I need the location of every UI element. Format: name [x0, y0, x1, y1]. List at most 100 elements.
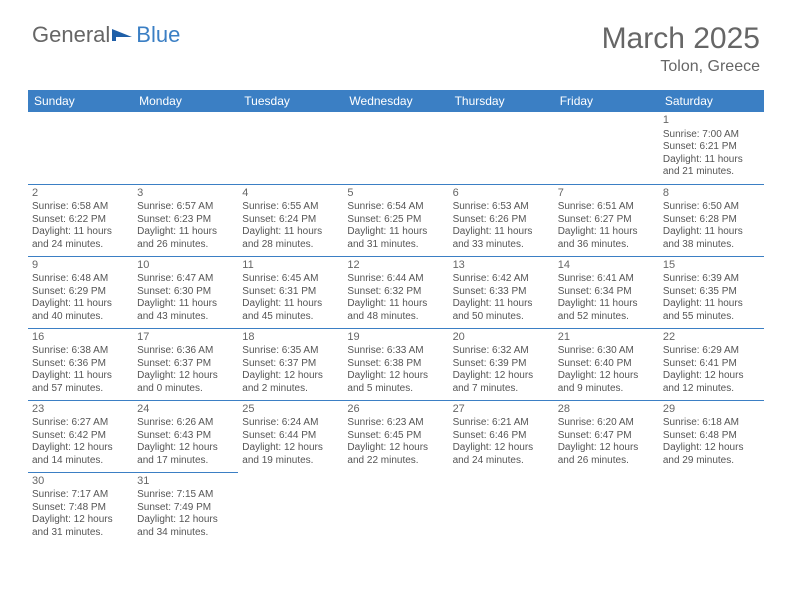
calendar-empty-cell	[554, 472, 659, 544]
weekday-header: Sunday	[28, 90, 133, 112]
day-number: 28	[558, 403, 655, 417]
day-number: 17	[137, 331, 234, 345]
sunset-text: Sunset: 7:48 PM	[32, 502, 129, 515]
calendar-week-row: 30Sunrise: 7:17 AMSunset: 7:48 PMDayligh…	[28, 472, 764, 544]
sunrise-text: Sunrise: 6:38 AM	[32, 345, 129, 358]
sunrise-text: Sunrise: 6:44 AM	[347, 273, 444, 286]
daylight-text: Daylight: 12 hours and 2 minutes.	[242, 370, 339, 395]
calendar-empty-cell	[343, 472, 448, 544]
daylight-text: Daylight: 12 hours and 17 minutes.	[137, 442, 234, 467]
weekday-header: Wednesday	[343, 90, 448, 112]
sunrise-text: Sunrise: 6:45 AM	[242, 273, 339, 286]
calendar-day-cell: 27Sunrise: 6:21 AMSunset: 6:46 PMDayligh…	[449, 400, 554, 472]
daylight-text: Daylight: 11 hours and 48 minutes.	[347, 298, 444, 323]
day-number: 27	[453, 403, 550, 417]
daylight-text: Daylight: 11 hours and 43 minutes.	[137, 298, 234, 323]
daylight-text: Daylight: 12 hours and 7 minutes.	[453, 370, 550, 395]
calendar-body: 1Sunrise: 7:00 AMSunset: 6:21 PMDaylight…	[28, 112, 764, 544]
sunset-text: Sunset: 6:40 PM	[558, 358, 655, 371]
calendar-day-cell: 2Sunrise: 6:58 AMSunset: 6:22 PMDaylight…	[28, 184, 133, 256]
calendar-empty-cell	[28, 112, 133, 184]
calendar-head: SundayMondayTuesdayWednesdayThursdayFrid…	[28, 90, 764, 112]
day-number: 11	[242, 259, 339, 273]
calendar-day-cell: 26Sunrise: 6:23 AMSunset: 6:45 PMDayligh…	[343, 400, 448, 472]
day-number: 21	[558, 331, 655, 345]
sunrise-text: Sunrise: 6:57 AM	[137, 201, 234, 214]
calendar-day-cell: 3Sunrise: 6:57 AMSunset: 6:23 PMDaylight…	[133, 184, 238, 256]
calendar-day-cell: 8Sunrise: 6:50 AMSunset: 6:28 PMDaylight…	[659, 184, 764, 256]
day-number: 25	[242, 403, 339, 417]
sunset-text: Sunset: 6:25 PM	[347, 214, 444, 227]
daylight-text: Daylight: 11 hours and 26 minutes.	[137, 226, 234, 251]
sunrise-text: Sunrise: 6:23 AM	[347, 417, 444, 430]
sunset-text: Sunset: 6:33 PM	[453, 286, 550, 299]
sunset-text: Sunset: 6:31 PM	[242, 286, 339, 299]
calendar-day-cell: 1Sunrise: 7:00 AMSunset: 6:21 PMDaylight…	[659, 112, 764, 184]
brand-text-2: Blue	[136, 22, 180, 48]
daylight-text: Daylight: 11 hours and 36 minutes.	[558, 226, 655, 251]
brand-text-1: General	[32, 22, 110, 48]
sunset-text: Sunset: 6:26 PM	[453, 214, 550, 227]
sunset-text: Sunset: 6:47 PM	[558, 430, 655, 443]
calendar-day-cell: 21Sunrise: 6:30 AMSunset: 6:40 PMDayligh…	[554, 328, 659, 400]
sunrise-text: Sunrise: 7:17 AM	[32, 489, 129, 502]
day-number: 16	[32, 331, 129, 345]
calendar-table: SundayMondayTuesdayWednesdayThursdayFrid…	[28, 90, 764, 544]
sunset-text: Sunset: 6:45 PM	[347, 430, 444, 443]
calendar-day-cell: 18Sunrise: 6:35 AMSunset: 6:37 PMDayligh…	[238, 328, 343, 400]
day-number: 10	[137, 259, 234, 273]
calendar-day-cell: 17Sunrise: 6:36 AMSunset: 6:37 PMDayligh…	[133, 328, 238, 400]
weekday-row: SundayMondayTuesdayWednesdayThursdayFrid…	[28, 90, 764, 112]
calendar-week-row: 2Sunrise: 6:58 AMSunset: 6:22 PMDaylight…	[28, 184, 764, 256]
day-number: 22	[663, 331, 760, 345]
daylight-text: Daylight: 11 hours and 55 minutes.	[663, 298, 760, 323]
day-number: 14	[558, 259, 655, 273]
calendar-day-cell: 4Sunrise: 6:55 AMSunset: 6:24 PMDaylight…	[238, 184, 343, 256]
daylight-text: Daylight: 11 hours and 28 minutes.	[242, 226, 339, 251]
calendar-day-cell: 16Sunrise: 6:38 AMSunset: 6:36 PMDayligh…	[28, 328, 133, 400]
calendar-week-row: 23Sunrise: 6:27 AMSunset: 6:42 PMDayligh…	[28, 400, 764, 472]
day-number: 15	[663, 259, 760, 273]
daylight-text: Daylight: 12 hours and 29 minutes.	[663, 442, 760, 467]
sunset-text: Sunset: 6:48 PM	[663, 430, 760, 443]
day-number: 24	[137, 403, 234, 417]
sunset-text: Sunset: 6:23 PM	[137, 214, 234, 227]
day-number: 23	[32, 403, 129, 417]
sunset-text: Sunset: 6:36 PM	[32, 358, 129, 371]
day-number: 4	[242, 187, 339, 201]
location-label: Tolon, Greece	[602, 58, 760, 76]
calendar-week-row: 1Sunrise: 7:00 AMSunset: 6:21 PMDaylight…	[28, 112, 764, 184]
sunrise-text: Sunrise: 6:42 AM	[453, 273, 550, 286]
calendar-day-cell: 6Sunrise: 6:53 AMSunset: 6:26 PMDaylight…	[449, 184, 554, 256]
daylight-text: Daylight: 11 hours and 24 minutes.	[32, 226, 129, 251]
sunrise-text: Sunrise: 6:18 AM	[663, 417, 760, 430]
sunrise-text: Sunrise: 6:26 AM	[137, 417, 234, 430]
calendar-day-cell: 23Sunrise: 6:27 AMSunset: 6:42 PMDayligh…	[28, 400, 133, 472]
sunset-text: Sunset: 6:43 PM	[137, 430, 234, 443]
day-number: 5	[347, 187, 444, 201]
calendar-day-cell: 28Sunrise: 6:20 AMSunset: 6:47 PMDayligh…	[554, 400, 659, 472]
sunrise-text: Sunrise: 6:53 AM	[453, 201, 550, 214]
weekday-header: Monday	[133, 90, 238, 112]
sunset-text: Sunset: 6:28 PM	[663, 214, 760, 227]
calendar-day-cell: 24Sunrise: 6:26 AMSunset: 6:43 PMDayligh…	[133, 400, 238, 472]
sunset-text: Sunset: 6:29 PM	[32, 286, 129, 299]
daylight-text: Daylight: 12 hours and 22 minutes.	[347, 442, 444, 467]
calendar-empty-cell	[659, 472, 764, 544]
daylight-text: Daylight: 12 hours and 0 minutes.	[137, 370, 234, 395]
daylight-text: Daylight: 12 hours and 19 minutes.	[242, 442, 339, 467]
day-number: 19	[347, 331, 444, 345]
sunrise-text: Sunrise: 6:30 AM	[558, 345, 655, 358]
sunset-text: Sunset: 6:38 PM	[347, 358, 444, 371]
calendar-empty-cell	[343, 112, 448, 184]
day-number: 12	[347, 259, 444, 273]
sunrise-text: Sunrise: 6:21 AM	[453, 417, 550, 430]
day-number: 13	[453, 259, 550, 273]
daylight-text: Daylight: 11 hours and 57 minutes.	[32, 370, 129, 395]
day-number: 1	[663, 114, 760, 128]
sunrise-text: Sunrise: 6:24 AM	[242, 417, 339, 430]
page-header: General Blue March 2025 Tolon, Greece	[0, 0, 792, 80]
brand-logo: General Blue	[32, 22, 180, 48]
month-title: March 2025	[602, 22, 760, 56]
daylight-text: Daylight: 12 hours and 26 minutes.	[558, 442, 655, 467]
